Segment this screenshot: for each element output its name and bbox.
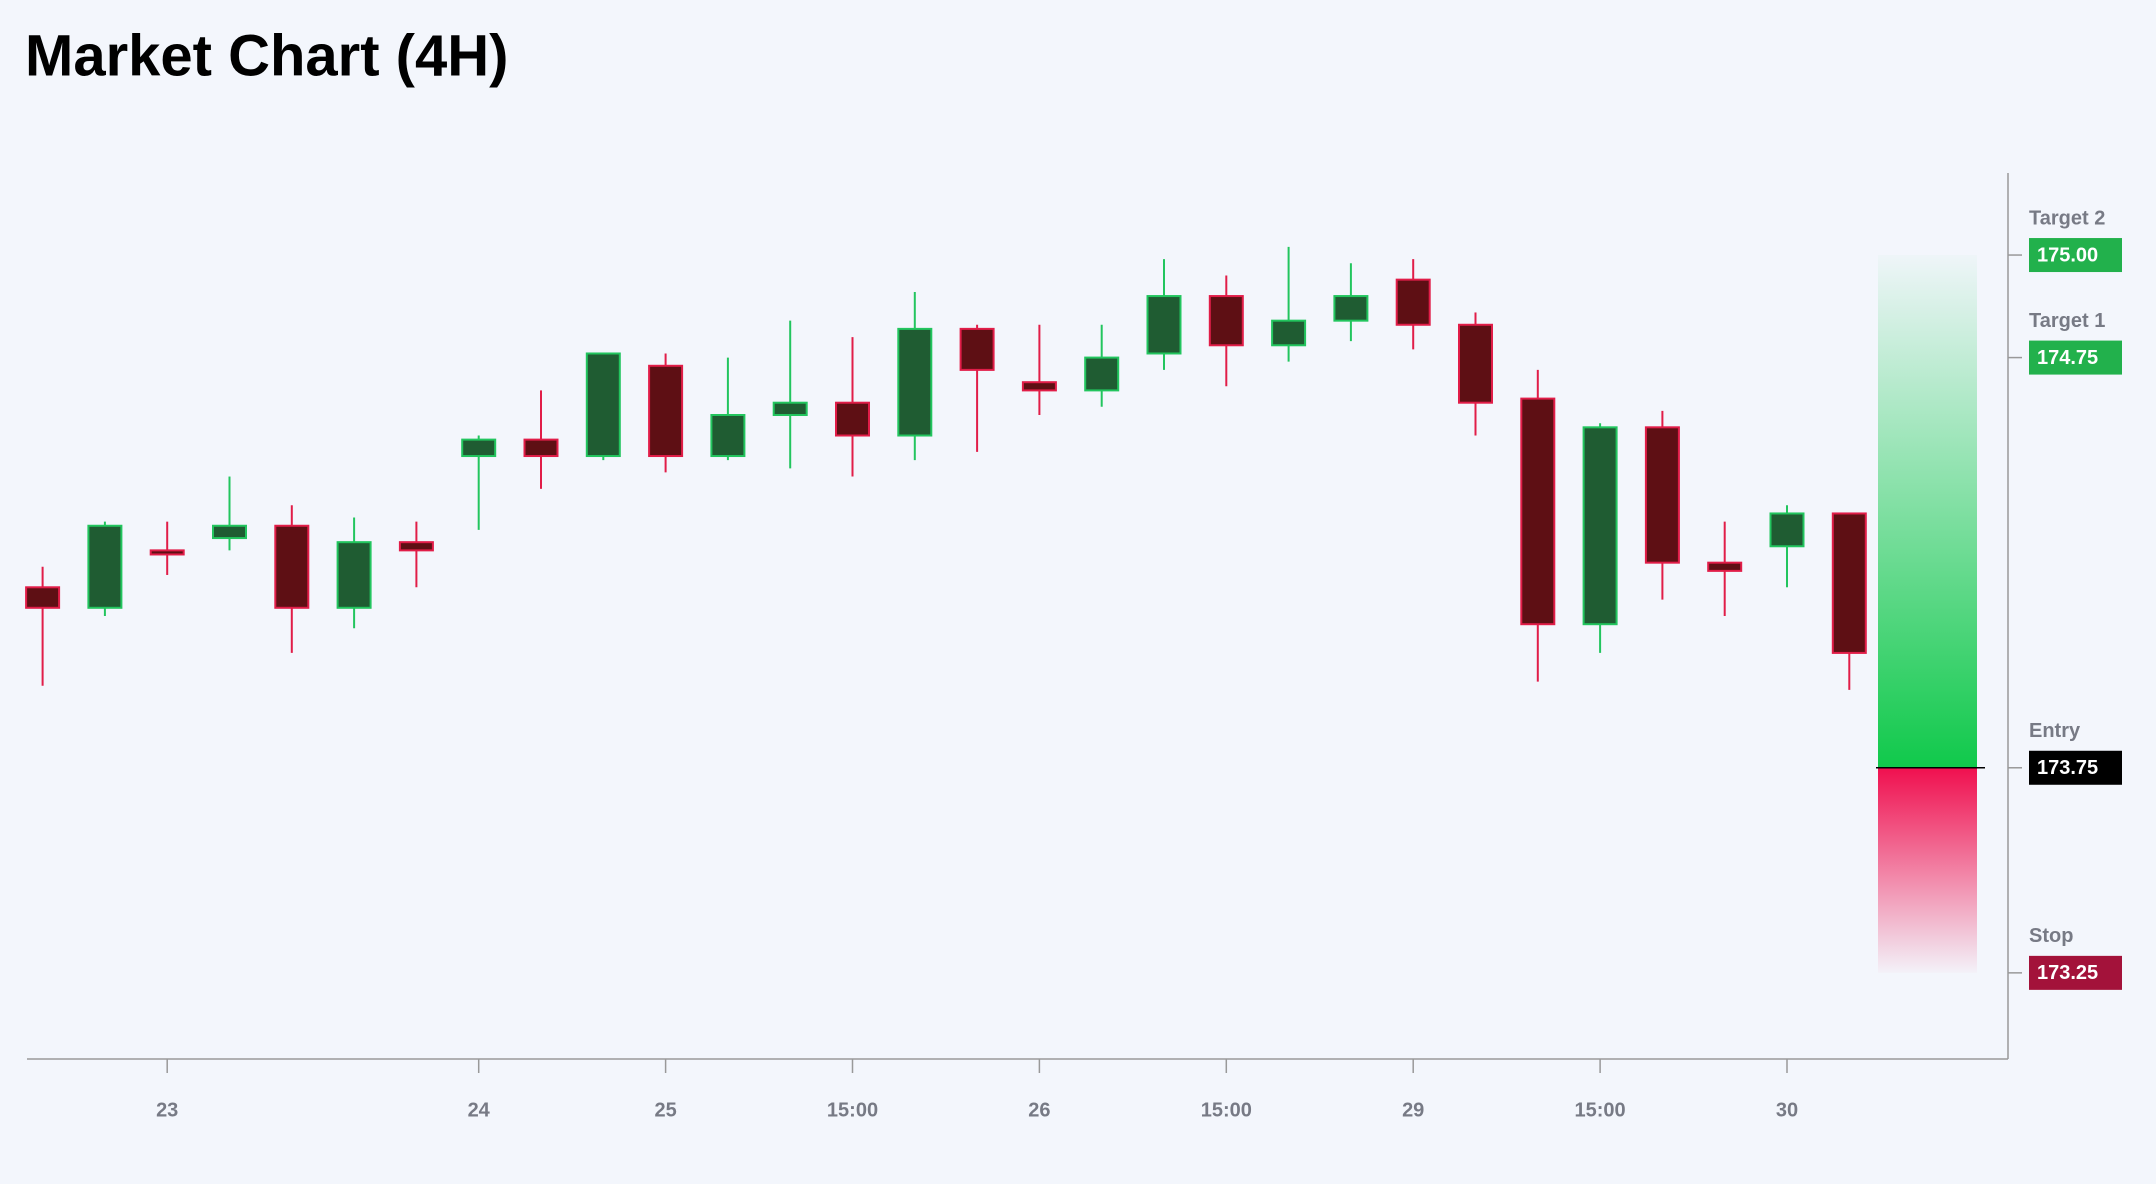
level-label: 173.75	[2037, 757, 2098, 779]
level-name: Stop	[2029, 925, 2073, 947]
target-zone	[1878, 255, 1977, 768]
candle-body	[523, 438, 559, 458]
candle-body	[710, 414, 746, 458]
x-tick-label: 30	[1776, 1099, 1798, 1121]
candle-body	[1644, 426, 1680, 564]
x-tick-label: 23	[156, 1099, 178, 1121]
level-label: 175.00	[2037, 244, 2098, 266]
candle-body	[274, 524, 310, 609]
candle-body	[1395, 278, 1431, 326]
x-tick-label: 15:00	[1201, 1099, 1252, 1121]
level-name: Target 2	[2029, 207, 2105, 229]
level-name: Entry	[2029, 720, 2081, 742]
chart-title: Market Chart (4H)	[25, 23, 508, 88]
x-tick-label: 24	[468, 1099, 491, 1121]
level-label-box	[2029, 750, 2122, 785]
level-name: Target 1	[2029, 310, 2105, 332]
candle-body	[212, 524, 247, 540]
candle-body	[1831, 512, 1867, 654]
candle-body	[87, 524, 123, 609]
x-tick-label: 15:00	[827, 1099, 878, 1121]
candle-body	[1021, 381, 1057, 392]
level-label: 174.75	[2037, 347, 2098, 369]
candle-body	[835, 401, 870, 437]
candle-body	[25, 586, 61, 609]
x-tick-label: 26	[1028, 1099, 1050, 1121]
candle-body	[1333, 295, 1369, 322]
candle-body	[897, 327, 933, 437]
candle-body	[1208, 295, 1244, 347]
candle-body	[648, 364, 684, 458]
candle-body	[959, 327, 995, 371]
level-label-box	[2029, 238, 2122, 273]
x-tick-label: 25	[654, 1099, 676, 1121]
candle-body	[1271, 319, 1307, 347]
stop-zone	[1878, 767, 1977, 973]
candle-body	[461, 438, 497, 458]
candle-body	[772, 401, 808, 417]
candle-body	[1769, 512, 1805, 548]
level-label: 173.25	[2037, 962, 2098, 984]
candle-body	[398, 541, 434, 552]
candle-body	[1582, 426, 1618, 626]
candle-body	[149, 549, 185, 556]
candle-body	[1520, 397, 1556, 626]
candle-body	[1707, 561, 1743, 572]
level-label-box	[2029, 340, 2122, 375]
x-tick-label: 15:00	[1575, 1099, 1626, 1121]
candle-body	[336, 541, 372, 609]
level-label-box	[2029, 955, 2122, 990]
candle-body	[1084, 356, 1120, 392]
candle-body	[585, 352, 621, 458]
candle-body	[1146, 295, 1182, 355]
candle-body	[1458, 323, 1493, 404]
x-tick-label: 29	[1402, 1099, 1424, 1121]
